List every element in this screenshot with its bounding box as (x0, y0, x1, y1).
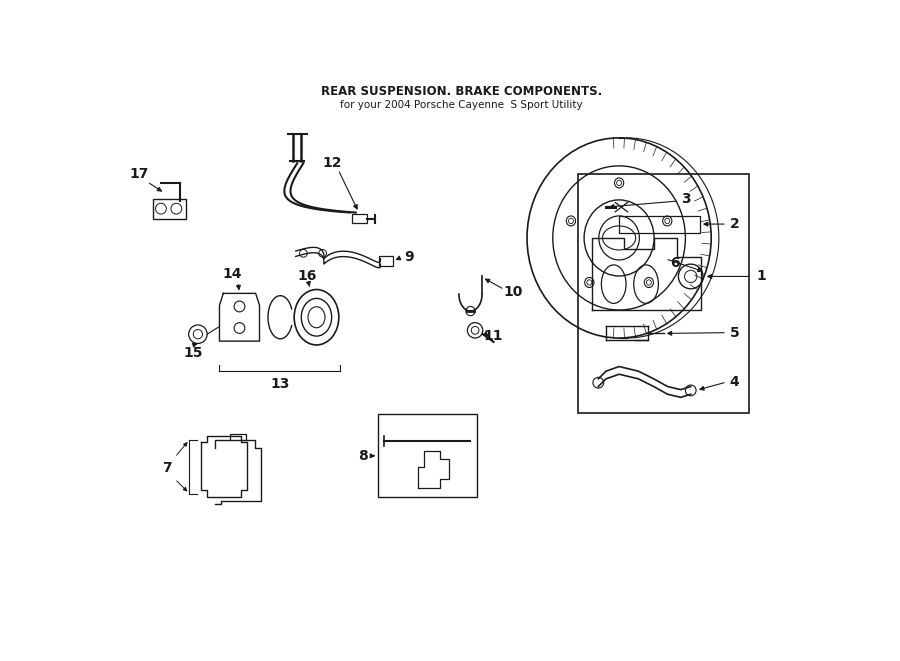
Text: 13: 13 (271, 377, 290, 391)
Bar (352, 214, 367, 223)
Text: 7: 7 (162, 461, 172, 475)
Text: 17: 17 (130, 167, 149, 181)
Text: 9: 9 (404, 251, 414, 264)
Text: 12: 12 (322, 156, 342, 171)
Text: 14: 14 (222, 267, 241, 281)
Bar (619, 215, 700, 233)
Text: 8: 8 (358, 449, 367, 463)
Text: 15: 15 (184, 346, 203, 360)
Text: 11: 11 (484, 329, 503, 343)
Text: 3: 3 (681, 192, 691, 206)
Bar (579, 174, 749, 412)
Text: 4: 4 (730, 375, 740, 389)
Text: 5: 5 (730, 326, 740, 340)
Bar (153, 200, 185, 219)
Text: 2: 2 (730, 217, 740, 231)
Text: 16: 16 (298, 268, 317, 283)
Text: REAR SUSPENSION. BRAKE COMPONENTS.: REAR SUSPENSION. BRAKE COMPONENTS. (320, 85, 602, 98)
Text: for your 2004 Porsche Cayenne  S Sport Utility: for your 2004 Porsche Cayenne S Sport Ut… (340, 100, 582, 110)
Text: 6: 6 (670, 256, 680, 270)
Text: 10: 10 (504, 285, 523, 299)
Bar (378, 414, 477, 498)
Text: 1: 1 (757, 270, 767, 284)
Bar (379, 256, 392, 266)
